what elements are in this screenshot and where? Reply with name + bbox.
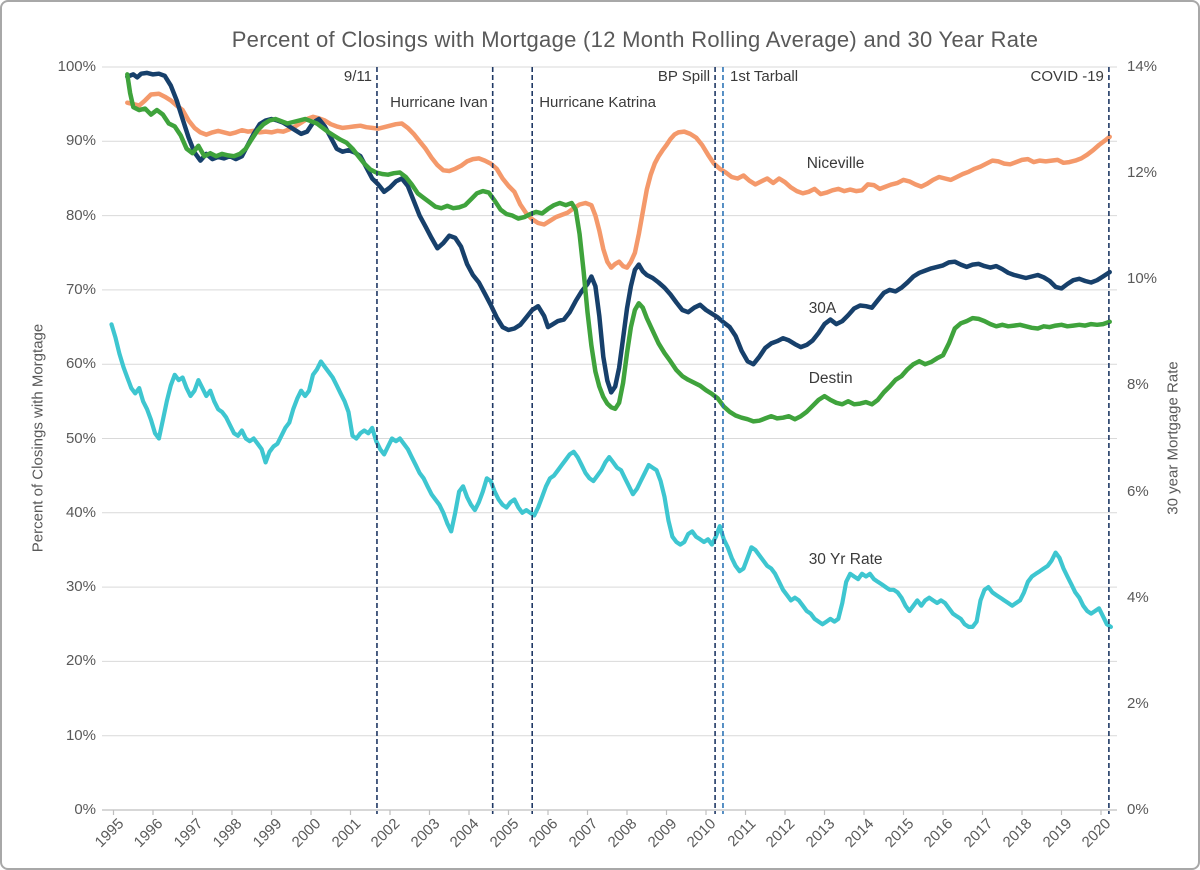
- y-axis-left-tick-label: 0%: [74, 801, 96, 818]
- event-label-bp-spill: BP Spill: [657, 68, 711, 85]
- y-axis-left-tick-label: 100%: [57, 58, 96, 75]
- y-axis-right-tick-label: 6%: [1127, 482, 1149, 500]
- series-label-30-yr-rate: 30 Yr Rate: [808, 550, 883, 568]
- series-label-niceville: Niceville: [806, 155, 865, 173]
- y-axis-left-tick-label: 10%: [65, 726, 96, 744]
- y-axis-right-tick-label: 4%: [1127, 588, 1149, 606]
- chart-title: Percent of Closings with Mortgage (12 Mo…: [231, 27, 1039, 52]
- y-axis-right-tick-label: 12%: [1127, 164, 1158, 182]
- y-axis-left-tick-label: 70%: [65, 280, 96, 298]
- y-axis-right-tick-label: 10%: [1127, 270, 1158, 288]
- series-label-destin: Destin: [808, 370, 853, 388]
- event-label-9-11: 9/11: [343, 68, 372, 85]
- series-line-30a: [125, 70, 1112, 395]
- y-axis-left-tick-label: 90%: [65, 132, 96, 150]
- series-line-niceville: [125, 91, 1112, 270]
- y-axis-right-tick-label: 2%: [1127, 694, 1149, 712]
- y-axis-left-tick-label: 30%: [65, 578, 96, 596]
- event-label-covid-19: COVID -19: [1030, 68, 1104, 85]
- y-axis-left-tick-label: 40%: [65, 503, 96, 521]
- event-label-1st-tarball: 1st Tarball: [729, 68, 799, 85]
- y-axis-left-tick-label: 60%: [65, 355, 96, 373]
- y-axis-left-tick-label: 80%: [65, 206, 96, 224]
- y-axis-right-tick-label: 14%: [1127, 58, 1158, 75]
- event-label-hurricane-katrina: Hurricane Katrina: [539, 94, 656, 111]
- series-line-destin: [125, 72, 1112, 424]
- y-axis-left-tick-label: 20%: [65, 652, 96, 670]
- event-label-hurricane-ivan: Hurricane Ivan: [390, 94, 488, 111]
- y-axis-right-tick-label: 8%: [1127, 376, 1149, 394]
- y-axis-right-tick-label: 0%: [1127, 801, 1149, 818]
- y-axis-left-tick-label: 50%: [65, 429, 96, 447]
- series-label-30a: 30A: [808, 300, 837, 318]
- series-line-30-yr-rate: [109, 322, 1113, 629]
